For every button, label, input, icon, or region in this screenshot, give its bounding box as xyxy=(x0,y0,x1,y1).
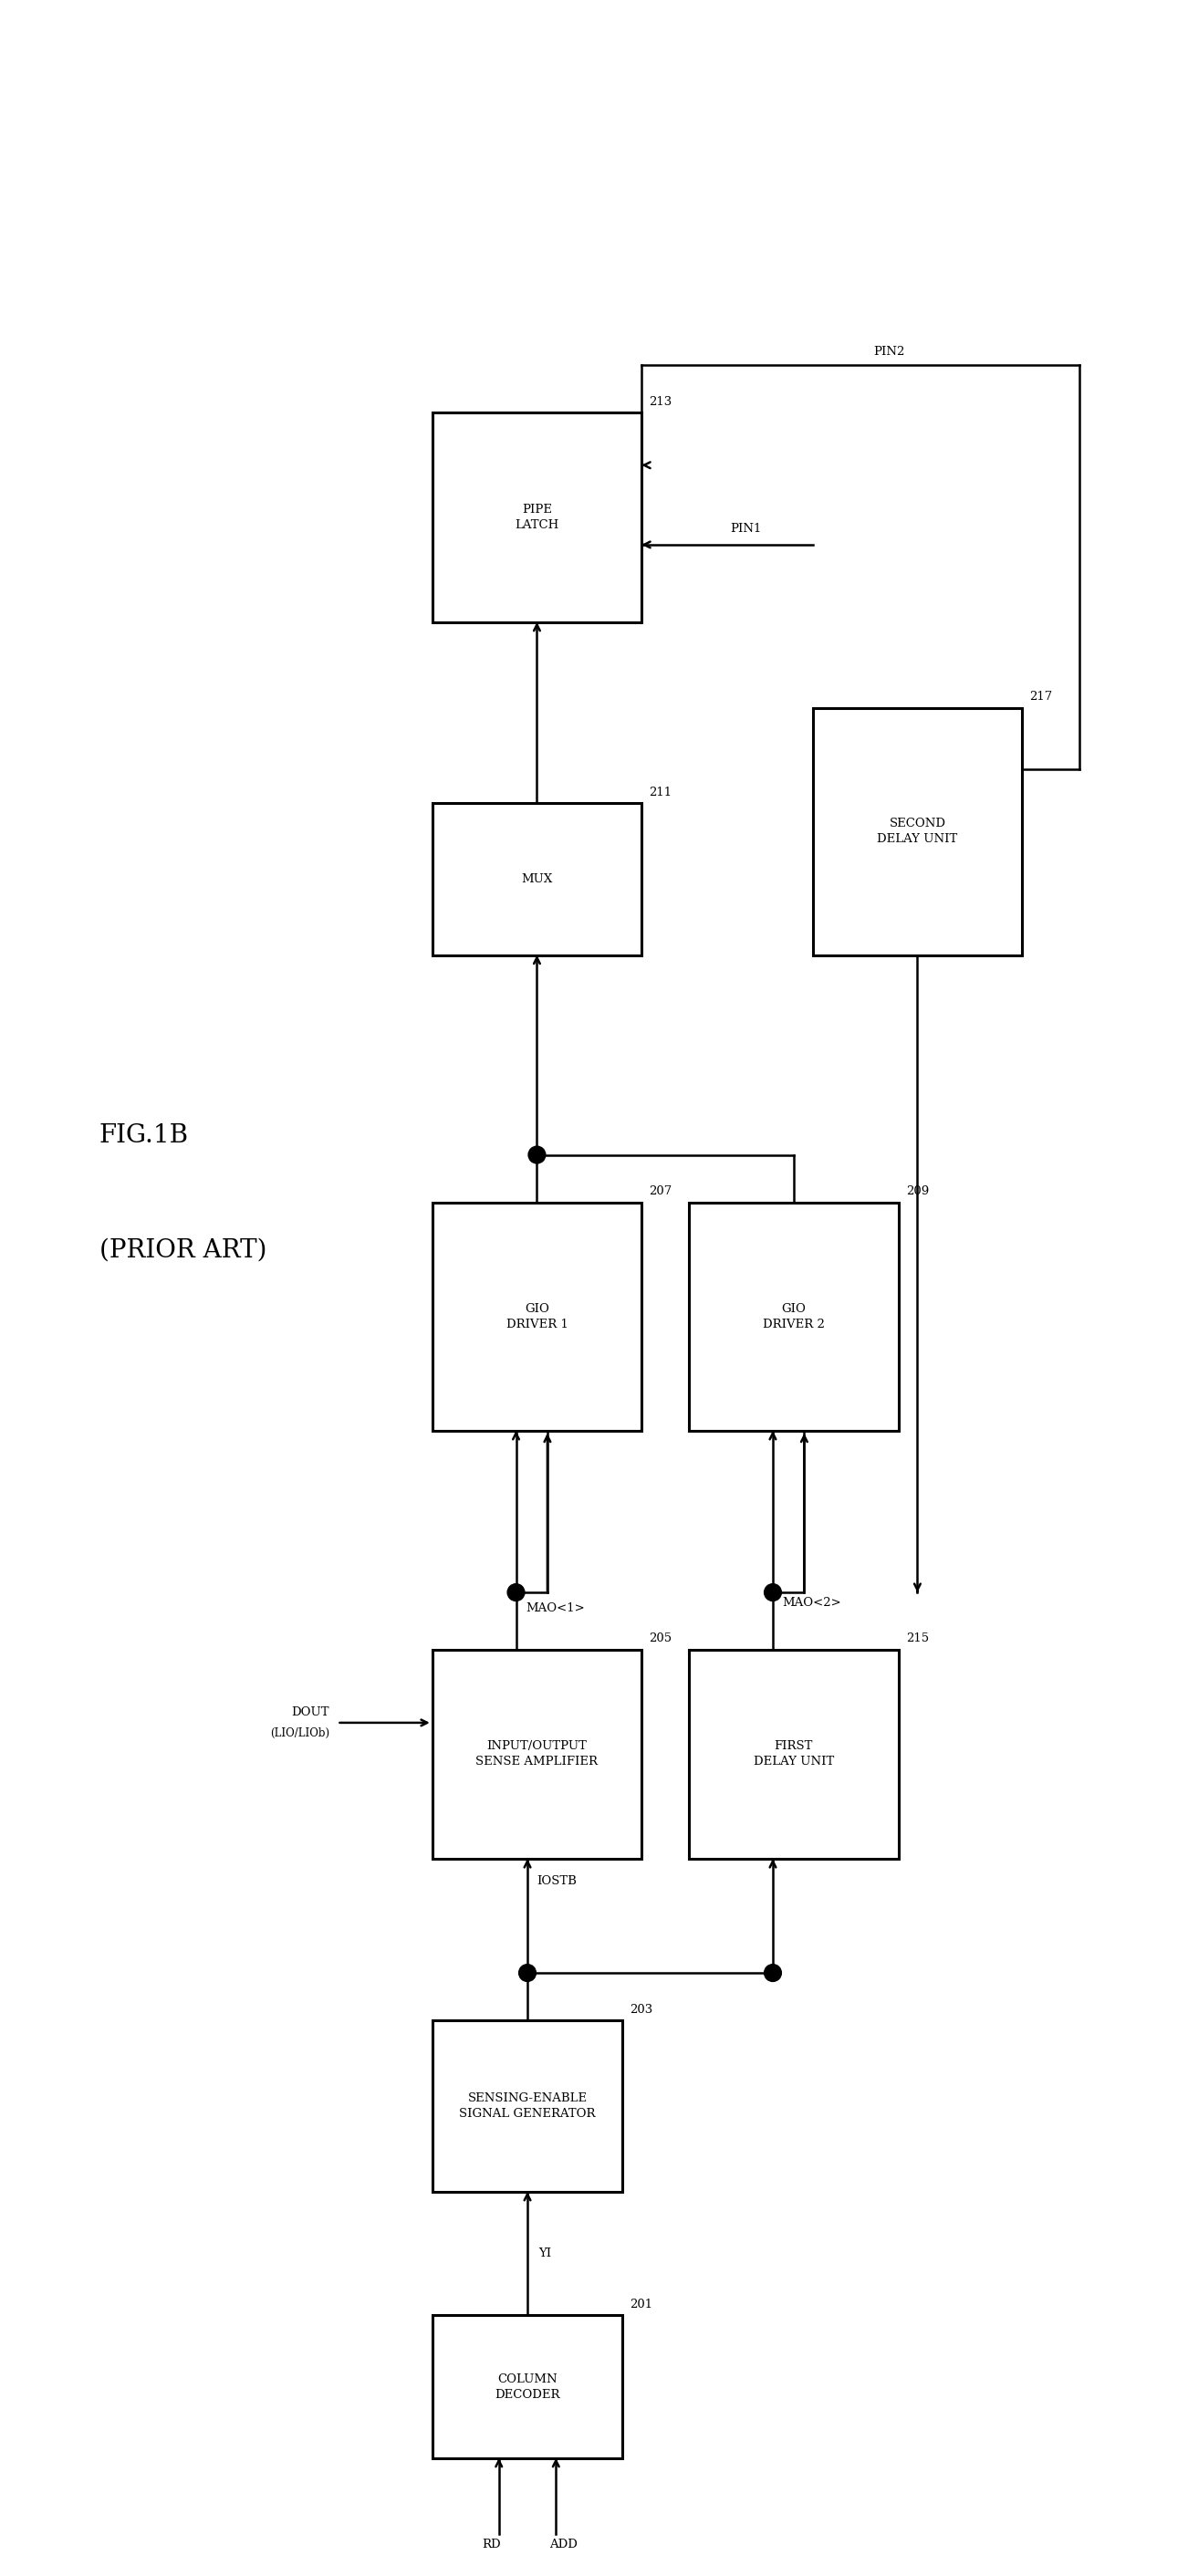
Text: 201: 201 xyxy=(630,2298,653,2311)
Text: 203: 203 xyxy=(630,2004,653,2014)
Text: SENSING-ENABLE
SIGNAL GENERATOR: SENSING-ENABLE SIGNAL GENERATOR xyxy=(460,2092,595,2120)
Text: 205: 205 xyxy=(649,1633,672,1643)
Text: MAO<2>: MAO<2> xyxy=(783,1597,841,1610)
FancyBboxPatch shape xyxy=(689,1203,898,1430)
Text: 215: 215 xyxy=(906,1633,929,1643)
Text: FIG.1B: FIG.1B xyxy=(100,1123,189,1149)
Circle shape xyxy=(764,1965,782,1981)
Text: MAO<1>: MAO<1> xyxy=(525,1602,584,1613)
Text: PIPE
LATCH: PIPE LATCH xyxy=(514,505,558,531)
Text: PIN1: PIN1 xyxy=(731,523,762,536)
Text: COLUMN
DECODER: COLUMN DECODER xyxy=(494,2372,560,2401)
Text: 209: 209 xyxy=(906,1185,929,1198)
Circle shape xyxy=(764,1584,782,1600)
Text: PIN2: PIN2 xyxy=(873,345,904,358)
Text: GIO
DRIVER 1: GIO DRIVER 1 xyxy=(506,1303,568,1329)
Text: 211: 211 xyxy=(649,786,672,799)
Text: 217: 217 xyxy=(1030,690,1053,703)
Text: (PRIOR ART): (PRIOR ART) xyxy=(100,1236,267,1262)
Text: RD: RD xyxy=(482,2540,500,2550)
FancyBboxPatch shape xyxy=(689,1649,898,1860)
FancyBboxPatch shape xyxy=(813,708,1022,956)
Text: IOSTB: IOSTB xyxy=(537,1875,577,1888)
Circle shape xyxy=(529,1146,545,1164)
FancyBboxPatch shape xyxy=(432,2316,623,2458)
Text: INPUT/OUTPUT
SENSE AMPLIFIER: INPUT/OUTPUT SENSE AMPLIFIER xyxy=(476,1741,598,1767)
Text: ADD: ADD xyxy=(550,2540,577,2550)
FancyBboxPatch shape xyxy=(432,1649,642,1860)
Text: YI: YI xyxy=(539,2249,551,2259)
Text: (LIO/LIOb): (LIO/LIOb) xyxy=(270,1728,329,1739)
Text: 207: 207 xyxy=(649,1185,672,1198)
FancyBboxPatch shape xyxy=(432,412,642,623)
FancyBboxPatch shape xyxy=(432,804,642,956)
Text: DOUT: DOUT xyxy=(292,1705,329,1718)
Text: FIRST
DELAY UNIT: FIRST DELAY UNIT xyxy=(753,1741,834,1767)
Circle shape xyxy=(507,1584,525,1600)
Circle shape xyxy=(519,1965,536,1981)
Text: GIO
DRIVER 2: GIO DRIVER 2 xyxy=(763,1303,824,1329)
Text: 213: 213 xyxy=(649,397,672,407)
Text: MUX: MUX xyxy=(522,873,552,886)
FancyBboxPatch shape xyxy=(432,2020,623,2192)
FancyBboxPatch shape xyxy=(432,1203,642,1430)
Text: SECOND
DELAY UNIT: SECOND DELAY UNIT xyxy=(877,817,958,845)
